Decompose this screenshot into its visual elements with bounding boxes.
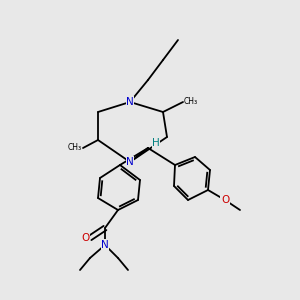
Text: CH₃: CH₃ [184,98,198,106]
Text: CH₃: CH₃ [68,143,82,152]
Text: O: O [81,233,89,243]
Text: O: O [221,195,229,205]
Text: N: N [126,157,134,167]
Text: N: N [101,240,109,250]
Text: H: H [152,138,160,148]
Text: N: N [126,97,134,107]
